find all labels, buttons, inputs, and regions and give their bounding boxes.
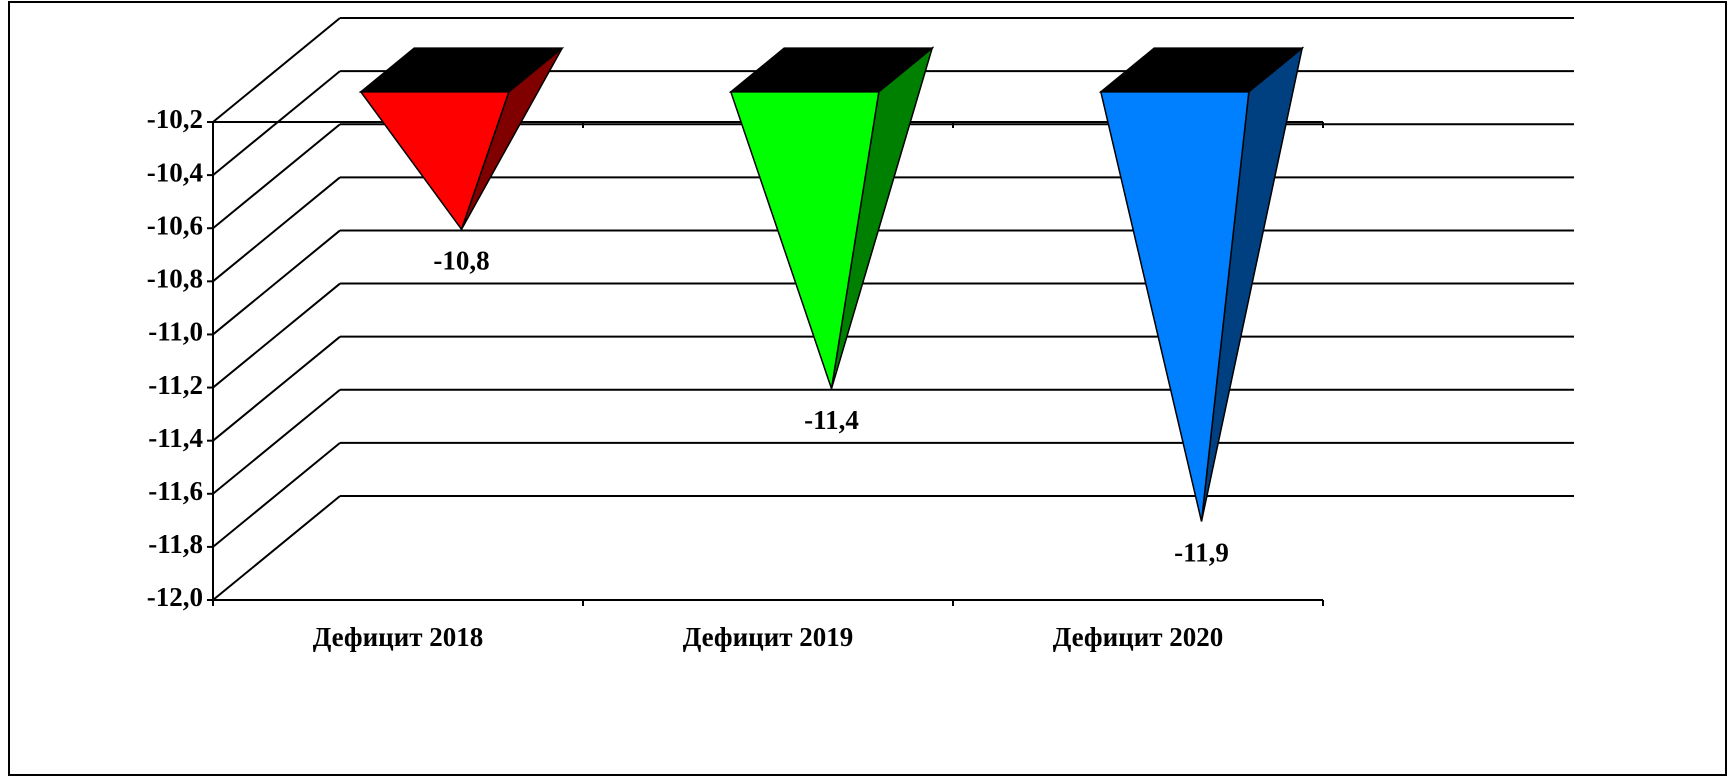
y-tick-label: -11,2 — [148, 370, 203, 400]
x-tick-label: Дефицит 2019 — [683, 622, 854, 652]
pyramid-front — [1099, 91, 1250, 522]
side-grid-line — [212, 176, 341, 283]
x-tick-label: Дефицит 2020 — [1053, 622, 1224, 652]
pyramid-front — [359, 91, 510, 231]
side-grid-line — [212, 17, 341, 123]
data-label: -11,4 — [804, 405, 859, 435]
x-tick-label: Дефицит 2018 — [313, 622, 484, 652]
side-grid-line — [212, 442, 341, 548]
y-tick-label: -11,4 — [148, 423, 203, 453]
pyramid-front — [729, 91, 880, 389]
y-tick-label: -11,6 — [148, 476, 203, 506]
side-grid-line — [212, 335, 341, 442]
side-grid-line — [212, 229, 341, 336]
y-tick-label: -10,8 — [147, 264, 203, 294]
y-tick-label: -10,6 — [147, 210, 203, 240]
y-tick-label: -11,0 — [148, 317, 203, 347]
side-grid-line — [212, 389, 341, 495]
y-tick-label: -10,4 — [147, 157, 203, 187]
side-grid-line — [212, 123, 341, 229]
side-grid-line — [212, 282, 341, 389]
side-grid-line — [212, 495, 341, 601]
data-label: -10,8 — [433, 246, 489, 276]
y-tick-label: -11,8 — [148, 529, 203, 559]
side-grid-line — [212, 70, 341, 176]
data-label: -11,9 — [1174, 538, 1229, 568]
y-tick-label: -10,2 — [147, 104, 203, 134]
y-tick-label: -12,0 — [147, 582, 203, 612]
